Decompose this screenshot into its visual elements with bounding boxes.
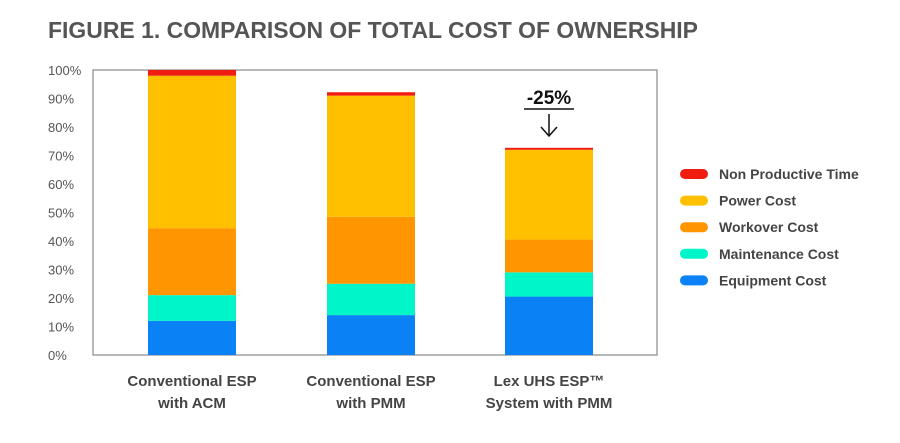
annotation-label: -25% [527, 88, 571, 109]
bar-segment-power-cost [505, 149, 593, 240]
legend-swatch [680, 222, 708, 233]
x-tick-label: Conventional ESP [127, 373, 256, 390]
bar-segment-maintenance-cost [148, 295, 236, 321]
y-tick-label: 60% [48, 177, 74, 192]
legend-swatch [680, 195, 708, 206]
bar-segment-maintenance-cost [327, 283, 415, 316]
bar-segment-non-productive-time [148, 70, 236, 76]
y-tick-label: 100% [48, 63, 82, 78]
legend-swatch [680, 169, 708, 179]
y-tick-label: 0% [48, 348, 67, 363]
legend-label: Maintenance Cost [719, 246, 839, 262]
bar-segment-non-productive-time [327, 92, 415, 96]
y-tick-label: 90% [48, 92, 74, 107]
bar-segment-non-productive-time [505, 147, 593, 150]
x-tick-label: with PMM [335, 395, 405, 412]
bar-segment-equipment-cost [505, 296, 593, 355]
legend-label: Equipment Cost [719, 272, 827, 288]
bar-segment-maintenance-cost [505, 272, 593, 297]
bar-segment-power-cost [327, 95, 415, 217]
x-tick-label: with ACM [157, 395, 226, 412]
x-tick-label: Conventional ESP [306, 373, 435, 390]
legend-swatch [680, 275, 708, 286]
legend-item: Power Cost [680, 193, 796, 209]
y-tick-label: 10% [48, 320, 74, 335]
bar-segment-workover-cost [505, 239, 593, 273]
y-tick-label: 70% [48, 149, 74, 164]
legend-item: Non Productive Time [680, 166, 859, 182]
legend-label: Non Productive Time [719, 166, 859, 182]
legend-swatch [680, 248, 708, 259]
x-tick-label: System with PMM [486, 395, 613, 412]
bar-segment-power-cost [148, 75, 236, 229]
bar-segment-equipment-cost [327, 315, 415, 355]
legend-item: Maintenance Cost [680, 246, 839, 262]
legend-label: Power Cost [719, 193, 796, 209]
legend-label: Workover Cost [719, 219, 819, 235]
y-tick-label: 30% [48, 263, 74, 278]
legend-item: Equipment Cost [680, 272, 827, 288]
bar-segment-equipment-cost [148, 320, 236, 355]
x-tick-label: Lex UHS ESP™ [494, 373, 605, 390]
y-tick-label: 80% [48, 120, 74, 135]
legend-item: Workover Cost [680, 219, 819, 235]
bar-segment-workover-cost [148, 228, 236, 296]
down-arrow-icon [540, 114, 558, 138]
bar-segment-workover-cost [327, 216, 415, 284]
y-tick-label: 50% [48, 206, 74, 221]
chart-title: FIGURE 1. COMPARISON OF TOTAL COST OF OW… [48, 17, 698, 43]
y-tick-label: 40% [48, 234, 74, 249]
y-tick-label: 20% [48, 291, 74, 306]
